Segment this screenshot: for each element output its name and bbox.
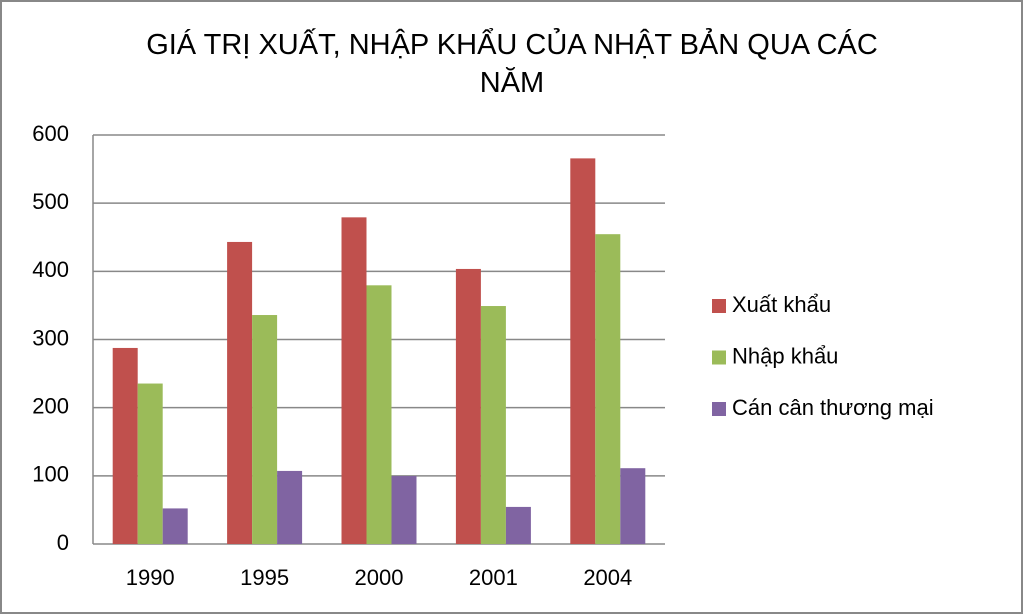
x-tick-label: 2000 bbox=[355, 565, 404, 590]
bar bbox=[227, 241, 253, 545]
bar bbox=[455, 268, 481, 544]
y-tick-label: 400 bbox=[32, 257, 69, 282]
y-tick-label: 100 bbox=[32, 462, 69, 487]
chart-title: GIÁ TRỊ XUẤT, NHẬP KHẨU CỦA NHẬT BẢN QUA… bbox=[146, 29, 878, 99]
y-tick-label: 300 bbox=[32, 325, 69, 350]
legend-swatch bbox=[712, 299, 726, 313]
x-tick-label: 1990 bbox=[126, 565, 175, 590]
x-tick-label: 2001 bbox=[469, 565, 518, 590]
bar bbox=[480, 306, 506, 544]
bar bbox=[137, 383, 163, 544]
bar bbox=[341, 217, 367, 544]
bar bbox=[162, 508, 188, 544]
bar bbox=[620, 468, 646, 544]
bar bbox=[252, 315, 278, 544]
bar bbox=[112, 347, 138, 544]
bar bbox=[391, 476, 417, 544]
bar bbox=[277, 470, 303, 544]
legend-swatch bbox=[712, 350, 726, 365]
legend-label: Nhập khẩu bbox=[732, 343, 838, 368]
legend-label: Xuất khẩu bbox=[732, 292, 831, 317]
bar bbox=[505, 506, 531, 544]
y-tick-label: 200 bbox=[32, 393, 69, 418]
y-tick-label: 600 bbox=[32, 121, 69, 146]
legend-label: Cán cân thương mại bbox=[732, 395, 934, 420]
y-tick-label: 500 bbox=[32, 189, 69, 214]
legend-swatch bbox=[712, 402, 726, 416]
x-tick-label: 1995 bbox=[240, 565, 289, 590]
bar bbox=[570, 158, 596, 544]
bar bbox=[366, 285, 392, 544]
bar bbox=[595, 234, 621, 544]
y-tick-label: 0 bbox=[57, 530, 69, 555]
x-tick-label: 2004 bbox=[583, 565, 632, 590]
